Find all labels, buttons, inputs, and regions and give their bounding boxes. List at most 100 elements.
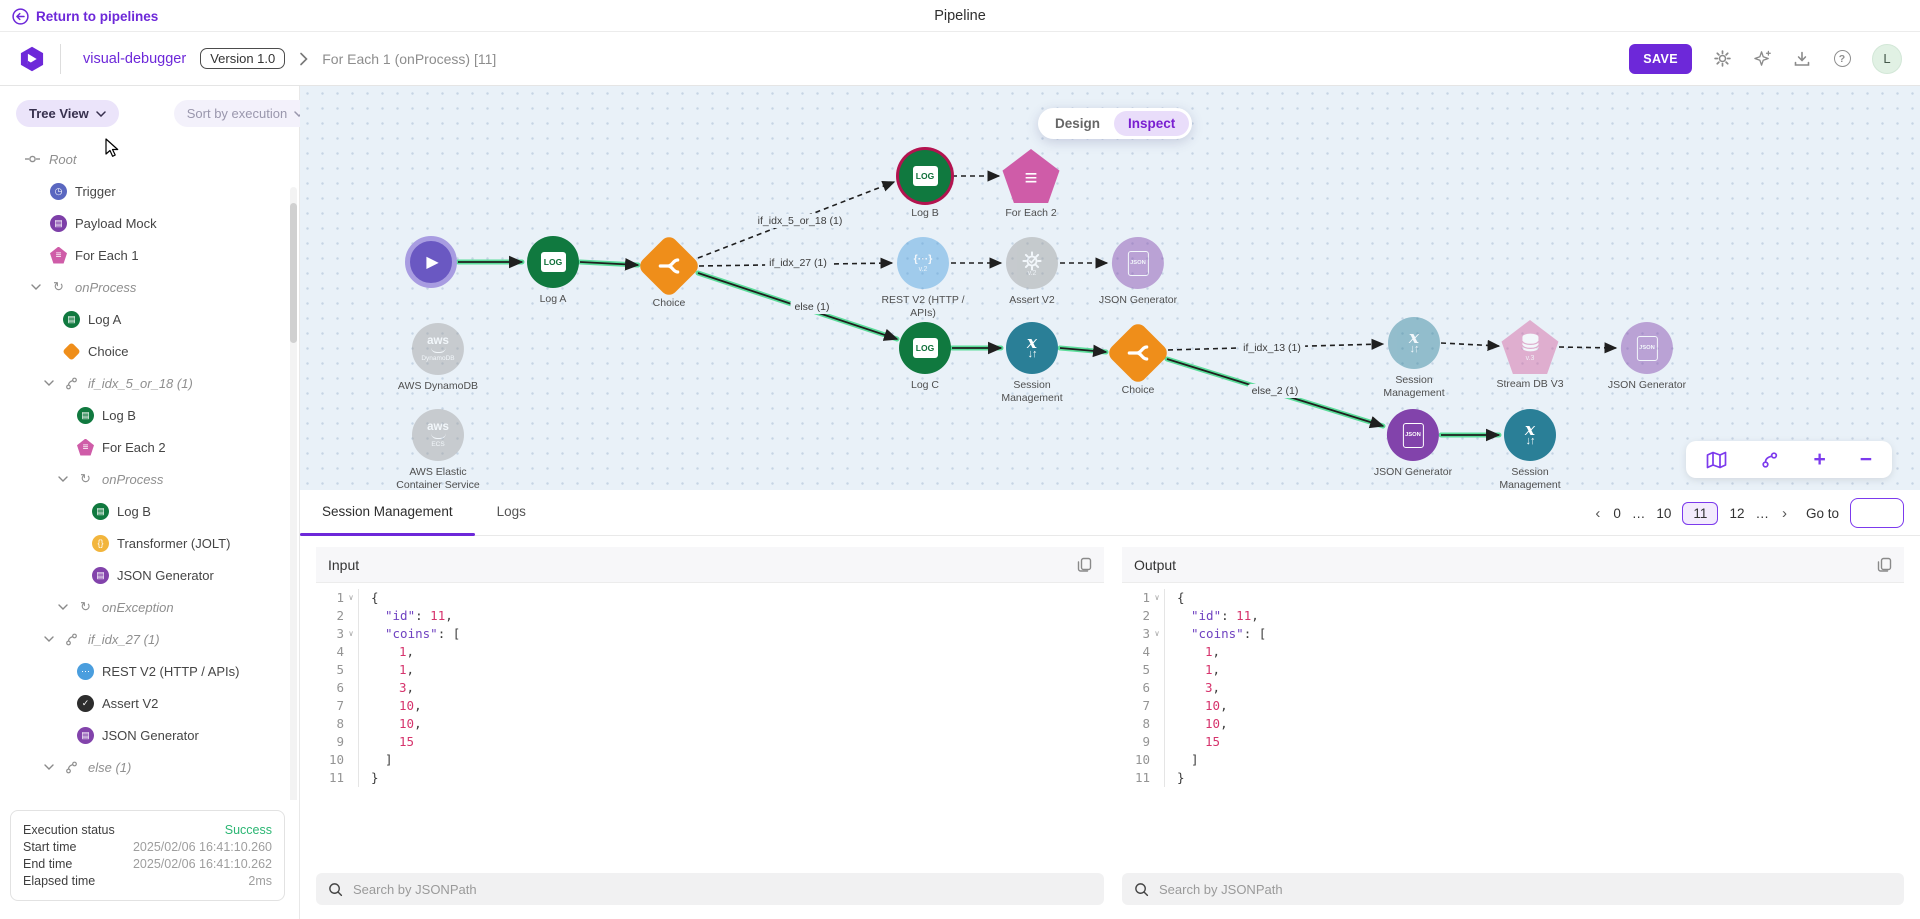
copy-input-icon[interactable] <box>1077 557 1092 573</box>
tree-item[interactable]: else (1) <box>0 751 299 783</box>
tree-item[interactable]: {} Transformer (JOLT) <box>0 527 299 559</box>
zoom-in-icon[interactable]: + <box>1813 448 1826 471</box>
tree-item[interactable]: ≡ For Each 1 <box>0 239 299 271</box>
input-jsonpath-search[interactable] <box>316 873 1104 905</box>
tree-caret-icon[interactable] <box>57 604 69 610</box>
output-json-editor[interactable]: 1 ∨{2 "id": 11, 3 ∨ "coins": [4 1, 5 1, 6 3, 7 10, 8 1… <box>1122 583 1904 865</box>
canvas-node[interactable]: v.3 Stream DB V3 <box>1496 319 1564 391</box>
sort-by-execution-selector[interactable]: Sort by execution <box>173 100 318 127</box>
version-badge: Version 1.0 <box>200 48 286 69</box>
output-search-field[interactable] <box>1159 881 1892 897</box>
tree-item[interactable]: ↻ onProcess <box>0 463 299 495</box>
fold-caret-icon[interactable]: ∨ <box>1154 629 1160 638</box>
tree-caret-icon[interactable] <box>57 476 69 482</box>
tree-item[interactable]: Choice <box>0 335 299 367</box>
status-label: Start time <box>23 840 77 854</box>
breadcrumb-project[interactable]: visual-debugger <box>83 50 187 67</box>
tree-item[interactable]: ✓ Assert V2 <box>0 687 299 719</box>
canvas-node[interactable]: x ↓↑ Session Management <box>1481 407 1579 490</box>
prev-page-chevron[interactable]: ‹ <box>1595 504 1601 522</box>
pipeline-canvas[interactable]: if_idx_5_or_18 (1) if_idx_27 (1) else (1) i… <box>300 86 1920 490</box>
assert-snap-icon: ✓ <box>77 694 94 712</box>
input-search-field[interactable] <box>353 881 1092 897</box>
canvas-node[interactable]: LOG Log C <box>899 320 951 392</box>
minimap-icon[interactable] <box>1706 451 1727 469</box>
canvas-node-label: JSON Generator <box>1607 379 1687 391</box>
goto-page-input[interactable] <box>1850 498 1904 528</box>
line-number: 2 <box>336 608 344 623</box>
tree-view-selector[interactable]: Tree View <box>16 100 119 127</box>
canvas-node[interactable]: v.2 Assert V2 <box>1006 235 1058 307</box>
canvas-node[interactable]: LOG Log B <box>899 148 951 220</box>
ai-sparkle-icon[interactable] <box>1752 49 1772 69</box>
tree-item[interactable]: if_idx_5_or_18 (1) <box>0 367 299 399</box>
tree-caret-icon[interactable] <box>43 636 55 642</box>
canvas-node[interactable]: JSON JSON Generator <box>1374 407 1452 479</box>
tab-logs[interactable]: Logs <box>496 504 526 519</box>
canvas-node[interactable]: x ↓↑ Session Management <box>983 320 1081 405</box>
next-page-chevron[interactable]: › <box>1781 504 1787 522</box>
code-line: 4 1, <box>1122 643 1904 661</box>
download-icon[interactable] <box>1792 49 1812 69</box>
log-node-icon: LOG <box>527 234 579 290</box>
tree-caret-icon[interactable] <box>43 764 55 770</box>
canvas-node[interactable]: ≡ For Each 2 <box>1002 148 1060 220</box>
code-line: 8 10, <box>1122 715 1904 733</box>
fold-spacer <box>1150 643 1164 661</box>
tree-caret-icon[interactable] <box>30 284 42 290</box>
session-node-icon: x ↓↑ <box>1006 320 1058 376</box>
canvas-node-label: Log B <box>911 207 939 219</box>
canvas-node[interactable]: LOG Log A <box>527 234 579 306</box>
inspect-mode-option[interactable]: Inspect <box>1114 111 1190 136</box>
page-number[interactable]: 0 <box>1613 505 1621 521</box>
help-icon[interactable]: ? <box>1832 49 1852 69</box>
copy-output-icon[interactable] <box>1877 557 1892 573</box>
branch-layout-icon[interactable] <box>1761 451 1779 469</box>
fold-caret-icon[interactable]: ∨ <box>348 629 354 638</box>
tree-item[interactable]: ▤ JSON Generator <box>0 559 299 591</box>
tree-item[interactable]: ◷ Trigger <box>0 175 299 207</box>
canvas-node[interactable]: x ↓↑ Session Management <box>1365 315 1463 400</box>
tree-item[interactable]: ▤ JSON Generator <box>0 719 299 751</box>
settings-gear-icon[interactable] <box>1712 49 1732 69</box>
fold-caret-icon[interactable]: ∨ <box>348 593 354 602</box>
tree-item[interactable]: ▤ Log A <box>0 303 299 335</box>
tree-item[interactable]: ▤ Log B <box>0 399 299 431</box>
save-button[interactable]: SAVE <box>1629 43 1692 74</box>
tree-item[interactable]: ▤ Log B <box>0 495 299 527</box>
canvas-node[interactable]: JSON JSON Generator <box>1608 320 1686 392</box>
tree-item[interactable]: Root <box>0 143 299 175</box>
return-to-pipelines-link[interactable]: Return to pipelines <box>12 0 158 32</box>
design-mode-option[interactable]: Design <box>1055 116 1101 131</box>
canvas-node[interactable]: JSON JSON Generator <box>1099 235 1177 307</box>
output-jsonpath-search[interactable] <box>1122 873 1904 905</box>
tree-item[interactable]: if_idx_27 (1) <box>0 623 299 655</box>
canvas-toolbar: + − <box>1686 441 1892 478</box>
canvas-node[interactable]: ▶ <box>405 234 457 290</box>
tab-session-management[interactable]: Session Management <box>300 490 475 536</box>
code-line: 5 1, <box>1122 661 1904 679</box>
tree-item[interactable]: ↻ onException <box>0 591 299 623</box>
page-number[interactable]: 12 <box>1729 505 1745 521</box>
canvas-node[interactable]: Choice <box>1105 320 1171 397</box>
page-number[interactable]: 10 <box>1656 505 1672 521</box>
tree-item[interactable]: ⋯ REST V2 (HTTP / APIs) <box>0 655 299 687</box>
sidebar-scrollbar-thumb[interactable] <box>290 203 297 343</box>
canvas-node[interactable]: aws DynamoDB AWS DynamoDB <box>398 321 478 393</box>
status-label: Execution status <box>23 823 115 837</box>
current-page[interactable]: 11 <box>1682 501 1719 525</box>
fold-caret-icon[interactable]: ∨ <box>1154 593 1160 602</box>
input-json-editor[interactable]: 1 ∨{2 "id": 11, 3 ∨ "coins": [4 1, 5 1, 6 3, 7 10, 8 1… <box>316 583 1104 865</box>
tree-item[interactable]: ↻ onProcess <box>0 271 299 303</box>
tree-caret-icon[interactable] <box>43 380 55 386</box>
tree-item[interactable]: ▤ Payload Mock <box>0 207 299 239</box>
status-row: End time 2025/02/06 16:41:10.262 <box>23 857 272 871</box>
zoom-out-icon[interactable]: − <box>1859 448 1872 471</box>
user-avatar[interactable]: L <box>1872 43 1902 74</box>
rest-node-icon: {···} v.2 <box>897 235 949 291</box>
canvas-node[interactable]: Choice <box>636 233 702 310</box>
tree-item[interactable]: ≡ For Each 2 <box>0 431 299 463</box>
canvas-node[interactable]: {···} v.2 REST V2 (HTTP / APIs) <box>874 235 972 320</box>
tree-item-label: Payload Mock <box>75 215 157 231</box>
